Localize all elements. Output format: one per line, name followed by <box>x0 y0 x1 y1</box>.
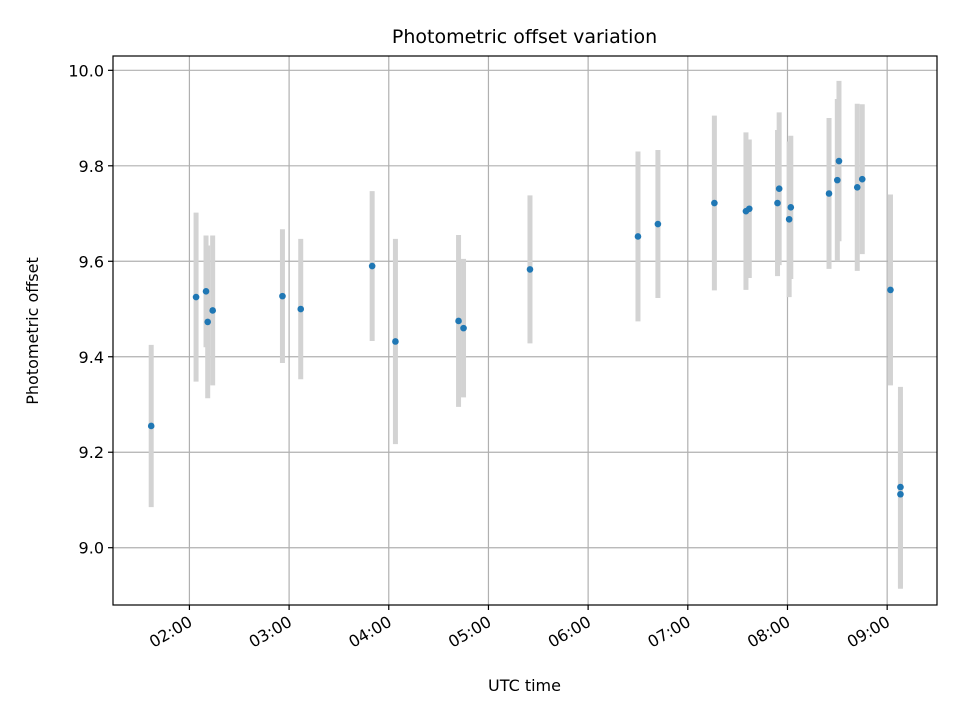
data-point <box>460 324 467 332</box>
data-point <box>897 483 904 491</box>
data-point <box>392 338 399 345</box>
x-tick-label: 07:00 <box>644 612 693 652</box>
data-point <box>887 286 894 294</box>
data-points <box>147 157 904 498</box>
data-point <box>297 305 305 313</box>
data-point <box>897 490 904 498</box>
data-point <box>526 266 534 273</box>
y-tick-label: 9.8 <box>79 157 104 176</box>
data-point <box>834 176 841 184</box>
x-axis: 02:00 03:00 04:00 05:00 06:00 07:00 08:00 09:00 <box>146 605 893 652</box>
data-point <box>785 215 793 223</box>
data-point <box>147 422 155 430</box>
y-tick-label: 9.6 <box>79 252 104 271</box>
x-axis-label: UTC time <box>488 676 561 695</box>
data-point <box>835 157 843 165</box>
data-point <box>775 185 783 193</box>
data-point <box>192 293 200 301</box>
y-tick-label: 9.4 <box>79 348 104 367</box>
data-point <box>825 190 833 197</box>
data-point <box>787 204 795 211</box>
data-point <box>853 183 861 191</box>
data-point <box>711 199 718 207</box>
data-point <box>368 262 376 270</box>
x-tick-label: 09:00 <box>844 612 893 652</box>
x-tick-label: 05:00 <box>445 612 494 652</box>
data-point <box>202 288 210 295</box>
data-point <box>654 220 662 228</box>
data-point <box>774 199 781 207</box>
data-point <box>455 317 462 325</box>
data-point <box>209 307 216 314</box>
data-point <box>745 205 753 213</box>
x-tick-label: 04:00 <box>345 612 394 652</box>
y-tick-label: 9.2 <box>79 443 104 462</box>
y-axis-label: Photometric offset <box>23 257 42 405</box>
data-point <box>279 292 286 300</box>
plot-frame <box>112 55 938 606</box>
x-tick-label: 03:00 <box>246 612 295 652</box>
x-tick-label: 02:00 <box>146 612 195 652</box>
y-tick-label: 9.0 <box>79 539 104 558</box>
x-tick-label: 08:00 <box>744 612 793 652</box>
y-tick-label: 10.0 <box>68 61 104 80</box>
grid <box>113 56 937 605</box>
data-point <box>858 175 866 183</box>
data-point <box>634 233 642 240</box>
data-point <box>204 318 211 326</box>
x-tick-label: 06:00 <box>545 612 594 652</box>
y-axis: 9.0 9.2 9.4 9.6 9.8 10.0 <box>68 61 113 558</box>
chart-title: Photometric offset variation <box>392 26 657 48</box>
